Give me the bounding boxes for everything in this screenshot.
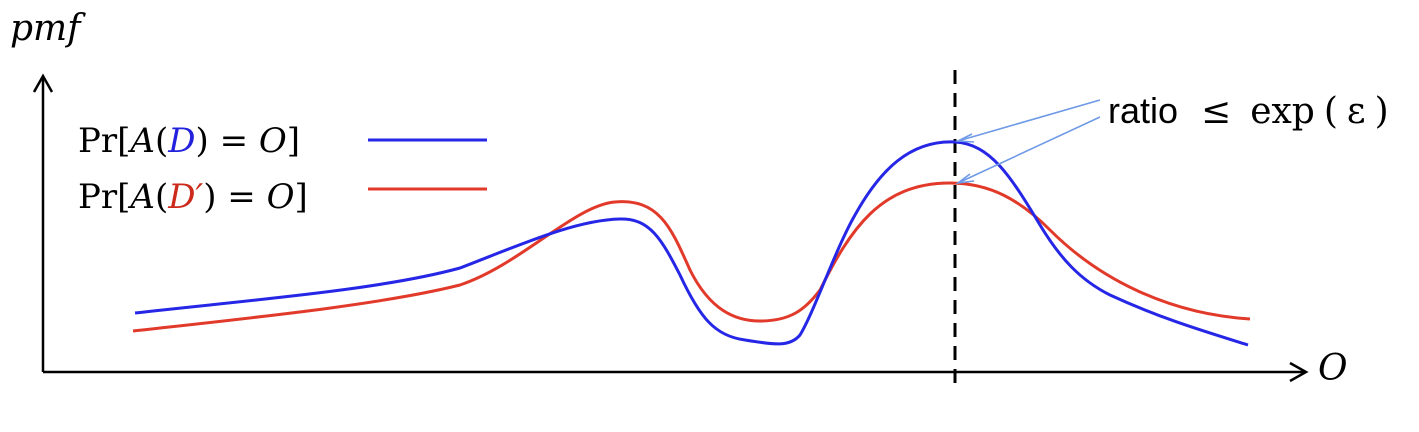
- legend-label-red: Pr[A(D′) = O]: [78, 177, 308, 217]
- ratio-arrows: [954, 99, 1101, 185]
- blue-curve: [134, 140, 1249, 347]
- y-axis-arrowhead: [32, 73, 54, 93]
- red-curve: [132, 181, 1251, 333]
- arrowhead-blue: [954, 133, 975, 143]
- legend-label-blue: Pr[A(D) = O]: [78, 121, 300, 161]
- arrow-to-blue-peak: [957, 99, 1101, 142]
- axes: [32, 73, 1309, 383]
- x-axis-arrowhead: [1289, 361, 1309, 383]
- x-axis-label: O: [1318, 348, 1348, 389]
- legend: Pr[A(D) = O] Pr[A(D′) = O]: [78, 121, 487, 217]
- ratio-annotation: ratio ≤ exp ( ε ): [1108, 90, 1389, 132]
- arrowhead-red: [955, 173, 975, 185]
- arrow-to-red-peak: [957, 116, 1101, 184]
- y-axis-label: pmf: [10, 8, 86, 49]
